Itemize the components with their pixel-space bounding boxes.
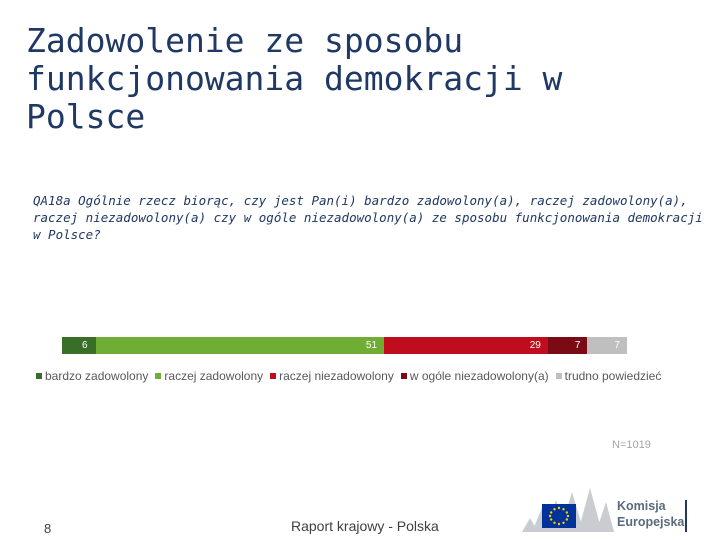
logo-line-1: Komisja — [617, 499, 666, 513]
legend-entry: bardzo zadowolony — [36, 369, 148, 383]
legend-label: raczej zadowolony — [164, 369, 264, 383]
page-title: Zadowolenie ze sposobu funkcjonowania de… — [26, 21, 563, 136]
data-label: 7 — [614, 340, 620, 351]
legend-entry: raczej niezadowolony — [270, 369, 394, 383]
legend-entry: w ogóle niezadowolony(a) — [400, 369, 549, 383]
legend-entry: trudno powiedzieć — [555, 369, 662, 383]
eu-stars-icon — [548, 506, 570, 526]
legend-swatch — [555, 373, 562, 379]
bar-segment: 6 — [62, 337, 96, 354]
bar-segment: 7 — [587, 337, 627, 354]
logo-wordmark: Komisja Europejska — [617, 498, 684, 530]
european-commission-logo — [522, 488, 614, 532]
logo-line-2: Europejska — [617, 515, 685, 529]
page-number: 8 — [44, 521, 52, 536]
legend-label: trudno powiedzieć — [564, 369, 662, 383]
data-label: 29 — [529, 340, 541, 351]
survey-question: QA18a Ogólnie rzecz biorąc, czy jest Pan… — [33, 193, 703, 242]
legend-label: bardzo zadowolony — [45, 369, 149, 383]
stacked-bar: 6 51 29 7 7 — [62, 337, 627, 354]
data-label: 7 — [574, 340, 581, 351]
legend-swatch — [270, 373, 277, 379]
sample-size-note: N=1019 — [612, 439, 651, 451]
legend-label: raczej niezadowolony — [279, 369, 394, 383]
chart-legend: bardzo zadowolony raczej zadowolony raczej… — [36, 369, 696, 383]
legend-swatch — [155, 373, 162, 379]
bar-segment: 7 — [547, 337, 588, 354]
bar-segment: 29 — [384, 337, 548, 354]
data-label: 51 — [365, 340, 378, 351]
legend-swatch — [400, 373, 407, 379]
logo-divider — [685, 500, 687, 532]
data-label: 6 — [82, 340, 88, 351]
legend-entry: raczej zadowolony — [155, 369, 263, 383]
bar-segment: 51 — [95, 337, 385, 354]
legend-swatch — [36, 373, 42, 379]
report-name: Raport krajowy - Polska — [291, 518, 439, 534]
legend-label: w ogóle niezadowolony(a) — [409, 369, 549, 383]
